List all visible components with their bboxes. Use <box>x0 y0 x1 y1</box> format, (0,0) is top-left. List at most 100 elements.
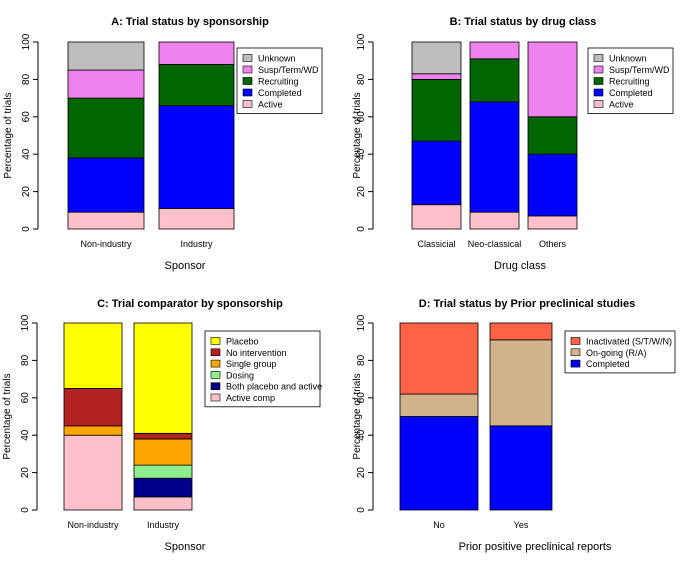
bar-segment <box>133 438 193 466</box>
x-tick-label: Neo-classical <box>468 239 522 249</box>
y-axis-label: Percentage of trials <box>2 373 13 459</box>
x-tick-label: No <box>433 520 445 530</box>
y-tick-label: 60 <box>356 392 367 404</box>
bar-segment <box>527 41 578 118</box>
legend-label: Completed <box>609 88 653 98</box>
bar-segment <box>67 69 145 99</box>
legend-label: Both placebo and active <box>226 382 322 392</box>
chart-title: A: Trial status by sponsorship <box>111 16 269 28</box>
legend-swatch <box>210 393 221 402</box>
bar-segment <box>133 322 193 434</box>
y-tick-label: 80 <box>356 73 367 85</box>
y-tick-label: 20 <box>356 467 367 479</box>
x-tick-label: Yes <box>514 520 529 530</box>
legend-label: Susp/Term/WD <box>258 65 319 75</box>
y-tick-label: 100 <box>21 33 32 50</box>
legend-swatch <box>242 100 253 108</box>
legend-box <box>564 330 676 374</box>
x-axis-label: Sponsor <box>165 541 206 553</box>
legend-label: Active comp <box>226 393 275 403</box>
bar-segment <box>527 215 578 230</box>
x-axis-label: Prior positive preclinical reports <box>459 541 612 553</box>
y-tick-label: 20 <box>21 186 32 198</box>
legend-swatch <box>593 100 604 108</box>
y-tick-label: 0 <box>356 507 367 513</box>
legend-box <box>204 330 321 408</box>
legend-swatch <box>593 77 604 85</box>
y-axis-label: Percentage of trials <box>352 373 363 459</box>
bar-segment <box>399 393 479 417</box>
x-tick-label: Non-industry <box>80 239 132 249</box>
legend-label: Placebo <box>226 337 259 347</box>
y-tick-label: 100 <box>20 314 31 331</box>
legend-swatch <box>210 371 221 379</box>
y-tick-label: 40 <box>21 148 32 160</box>
bar-segment <box>489 322 553 341</box>
y-tick-label: 0 <box>21 226 32 232</box>
bar-segment <box>158 105 235 209</box>
bar-segment <box>133 464 193 479</box>
legend-swatch <box>593 88 604 97</box>
x-tick-label: Industry <box>180 239 213 249</box>
legend-swatch <box>593 54 604 62</box>
x-tick-label: Classicial <box>417 239 455 249</box>
y-tick-label: 40 <box>356 148 367 160</box>
bar-segment <box>469 58 520 103</box>
x-tick-label: Industry <box>147 520 180 530</box>
legend-label: Recruiting <box>258 77 299 87</box>
bar-segment <box>527 116 578 155</box>
x-tick-label: Non-industry <box>67 520 119 530</box>
panel-b: B: Trial status by drug class 0 20 40 60 80 10… <box>352 16 674 272</box>
legend-label: Unknown <box>258 54 296 64</box>
legend: Inactivated (S/T/W/N)On-going (R/A)Compl… <box>564 330 676 374</box>
legend-label: Dosing <box>226 370 254 380</box>
legend-swatch <box>210 382 221 391</box>
bar-segment <box>527 153 578 217</box>
legend-label: Active <box>609 100 634 110</box>
bar-segment <box>469 101 520 213</box>
bar-segment <box>67 41 145 71</box>
legend-swatch <box>242 54 253 62</box>
bar-segment <box>63 388 123 427</box>
legend-swatch <box>242 77 253 85</box>
legend-label: Completed <box>258 88 302 98</box>
y-tick-label: 60 <box>21 111 32 123</box>
y-tick-label: 80 <box>20 354 31 366</box>
legend-label: On-going (R/A) <box>586 348 647 358</box>
bar-segment <box>489 339 553 427</box>
x-axis-label: Drug class <box>494 260 546 272</box>
y-tick-label: 40 <box>356 429 367 441</box>
legend-label: Active <box>258 100 283 110</box>
legend-swatch <box>242 65 253 74</box>
legend-swatch <box>570 348 581 357</box>
legend-swatch <box>570 359 581 368</box>
bar-segment <box>411 79 462 142</box>
panel-d: D: Trial status by Prior preclinical stu… <box>352 298 676 553</box>
bar-segment <box>158 64 235 106</box>
legend-swatch <box>210 337 221 345</box>
chart-title: D: Trial status by Prior preclinical stu… <box>419 298 635 310</box>
legend-swatch <box>210 348 221 357</box>
chart-title: B: Trial status by drug class <box>450 16 597 28</box>
bar-segment <box>399 416 479 511</box>
bar-segment <box>399 322 479 395</box>
y-tick-label: 0 <box>356 226 367 232</box>
bar-segment <box>67 157 145 213</box>
bar-segment <box>133 496 193 511</box>
y-tick-label: 100 <box>356 33 367 50</box>
y-tick-label: 80 <box>21 73 32 85</box>
legend-label: Unknown <box>609 54 647 64</box>
legend-label: Recruiting <box>609 77 650 87</box>
bar-segment <box>63 434 123 511</box>
y-axis-label: Percentage of trials <box>352 92 363 178</box>
x-axis-label: Sponsor <box>165 260 206 272</box>
bar-segment <box>158 41 235 65</box>
y-tick-label: 0 <box>20 507 31 513</box>
bar-segment <box>133 432 193 440</box>
chart-title: C: Trial comparator by sponsorship <box>97 298 283 310</box>
y-axis-label: Percentage of trials <box>3 92 14 178</box>
